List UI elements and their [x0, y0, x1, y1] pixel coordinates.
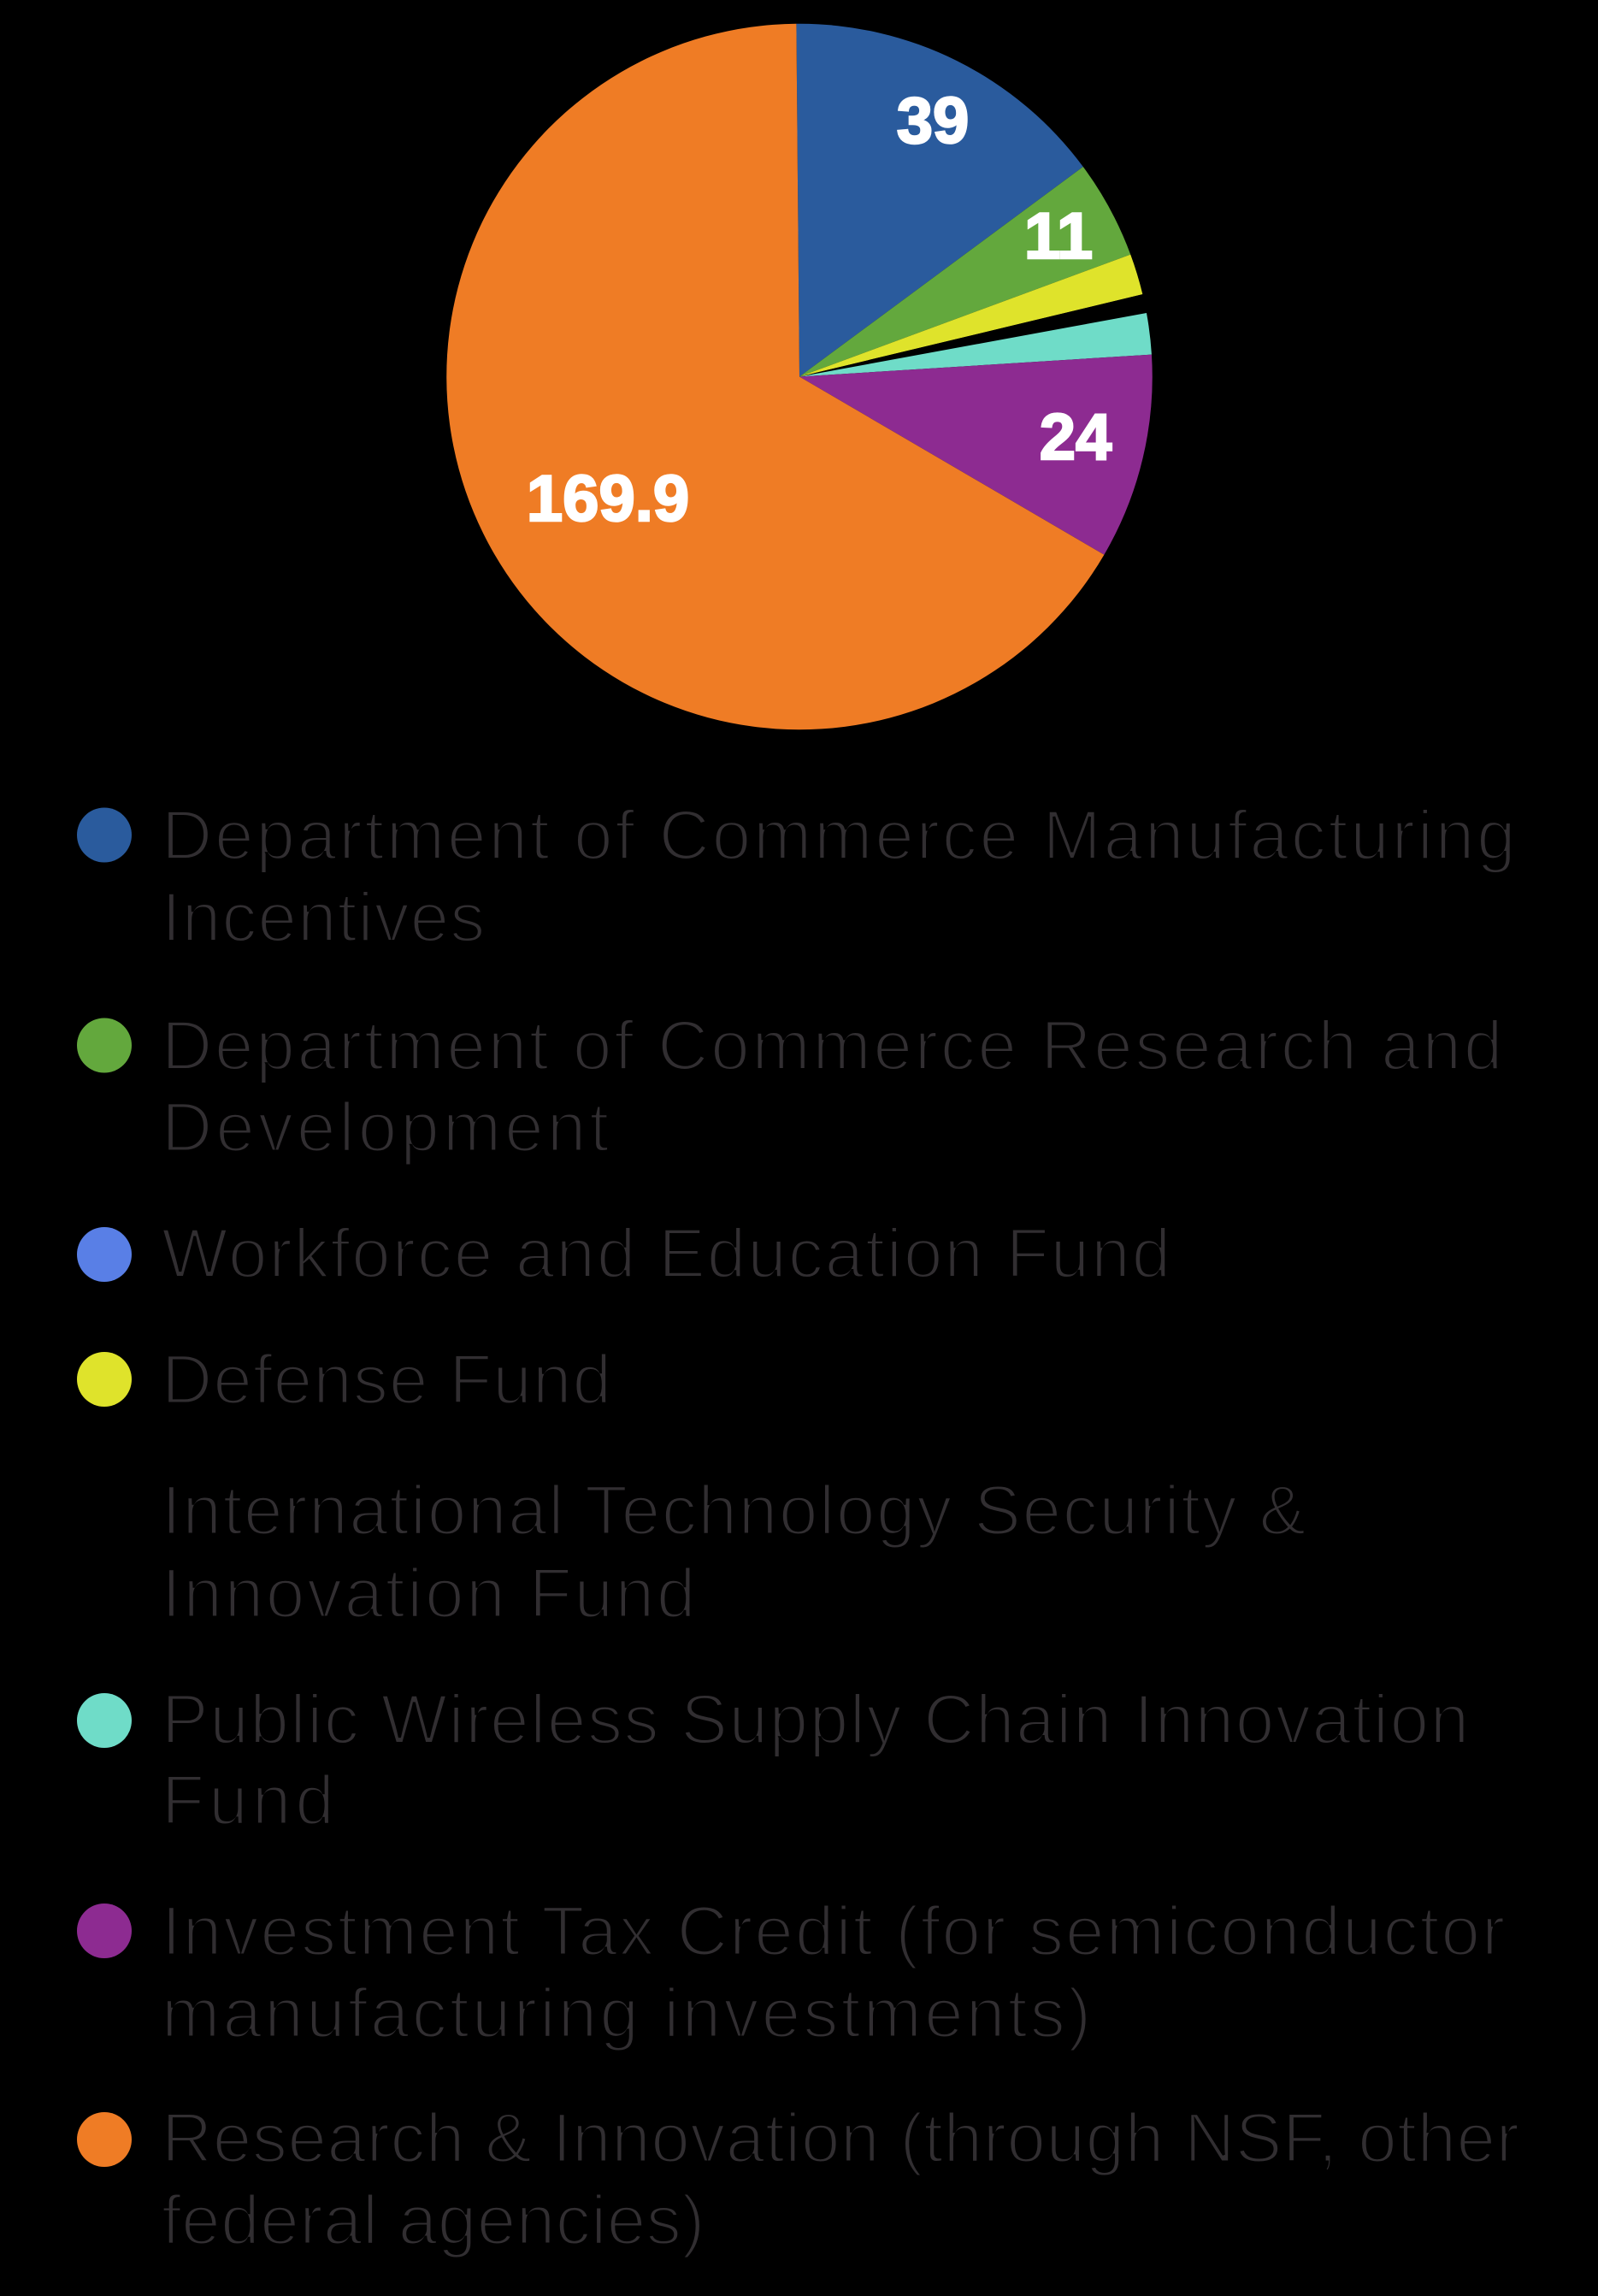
svg-text:federal agencies): federal agencies) — [162, 2181, 705, 2259]
svg-text:International Technology Secur: International Technology Security & — [162, 1472, 1307, 1549]
svg-text:Development: Development — [162, 1089, 612, 1166]
svg-text:Investment Tax Credit (for sem: Investment Tax Credit (for semiconductor — [162, 1892, 1507, 1970]
svg-text:169.9: 169.9 — [527, 463, 689, 535]
svg-text:Workforce and Education Fund: Workforce and Education Fund — [162, 1215, 1172, 1293]
svg-text:Department of Commerce Manufac: Department of Commerce Manufacturing — [162, 797, 1518, 875]
svg-text:Defense Fund: Defense Fund — [162, 1341, 612, 1419]
svg-text:24: 24 — [1040, 401, 1112, 474]
svg-text:Research & Innovation (through: Research & Innovation (through NSF, othe… — [162, 2099, 1519, 2177]
svg-text:11: 11 — [1024, 200, 1093, 273]
svg-text:Incentives: Incentives — [162, 879, 486, 957]
svg-text:Innovation Fund: Innovation Fund — [162, 1555, 698, 1632]
svg-text:manufacturing investments): manufacturing investments) — [162, 1974, 1094, 2052]
svg-text:Public Wireless Supply Chain I: Public Wireless Supply Chain Innovation — [162, 1681, 1471, 1759]
svg-text:Fund: Fund — [162, 1762, 339, 1839]
svg-text:39: 39 — [897, 85, 970, 157]
svg-text:Department of Commerce Researc: Department of Commerce Research and — [162, 1007, 1505, 1085]
